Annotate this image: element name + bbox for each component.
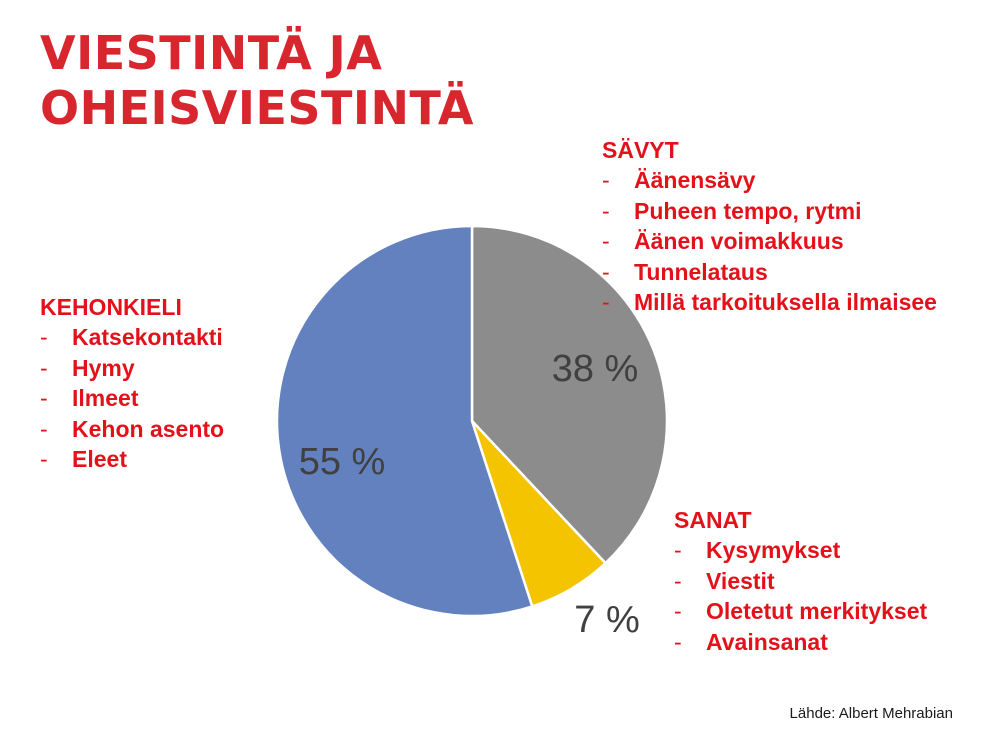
dash-bullet: - bbox=[40, 446, 48, 473]
list-item: - Eleet bbox=[40, 444, 224, 474]
sanat-list: - Kysymykset - Viestit - Oletetut merkityks… bbox=[674, 535, 927, 657]
pie-value-label: 55 % bbox=[299, 441, 386, 483]
list-item-label: Millä tarkoituksella ilmaisee bbox=[634, 289, 937, 316]
dash-bullet: - bbox=[40, 415, 48, 442]
dash-bullet: - bbox=[674, 598, 682, 625]
sanat-group: SANAT - Kysymykset - Viestit - Oletetut mer… bbox=[674, 505, 927, 657]
list-item-label: Hymy bbox=[72, 354, 135, 381]
list-item: - Viestit bbox=[674, 566, 927, 596]
dash-bullet: - bbox=[602, 228, 610, 255]
list-item: - Kysymykset bbox=[674, 535, 927, 565]
list-item: - Ilmeet bbox=[40, 383, 224, 413]
list-item-label: Puheen tempo, rytmi bbox=[634, 197, 862, 224]
dash-bullet: - bbox=[602, 289, 610, 316]
pie-slice-1 bbox=[470, 224, 669, 565]
pie-value-label: 38 % bbox=[552, 348, 639, 390]
list-item-label: Tunnelataus bbox=[634, 258, 768, 285]
dash-bullet: - bbox=[602, 197, 610, 224]
kehonkieli-group: KEHONKIELI - Katsekontakti - Hymy - Ilmeet … bbox=[40, 292, 224, 474]
list-item-label: Äänen voimakkuus bbox=[634, 228, 844, 255]
kehonkieli-list: - Katsekontakti - Hymy - Ilmeet - Kehon asen… bbox=[40, 322, 224, 474]
list-item: - Oletetut merkitykset bbox=[674, 596, 927, 626]
list-item-label: Kehon asento bbox=[72, 415, 225, 442]
savyt-list: - Äänensävy - Puheen tempo, rytmi - Äänen v… bbox=[602, 165, 937, 317]
list-item-label: Kysymykset bbox=[706, 537, 841, 564]
savyt-heading: SÄVYT bbox=[602, 137, 679, 163]
pie-slice-3 bbox=[275, 224, 534, 618]
list-item-label: Oletetut merkitykset bbox=[706, 598, 928, 625]
list-item: - Hymy bbox=[40, 353, 224, 383]
list-item-label: Viestit bbox=[706, 567, 775, 594]
list-item-label: Eleet bbox=[72, 446, 127, 473]
dash-bullet: - bbox=[602, 258, 610, 285]
slide-title-line-1: VIESTINTÄ JA bbox=[40, 26, 383, 80]
savyt-group: SÄVYT - Äänensävy - Puheen tempo, rytmi -Ä… bbox=[602, 135, 937, 317]
dash-bullet: - bbox=[40, 354, 48, 381]
slide-title-line-2: OHEISVIESTINTÄ bbox=[40, 81, 474, 135]
list-item-label: Äänensävy bbox=[634, 167, 756, 194]
list-item: - Tunnelataus bbox=[602, 257, 937, 287]
source-credit: Lähde: Albert Mehrabian bbox=[789, 705, 953, 722]
sanat-heading: SANAT bbox=[674, 507, 752, 533]
pie-slices bbox=[275, 224, 669, 618]
list-item: - Puheen tempo, rytmi bbox=[602, 196, 937, 226]
list-item: - Äänensävy bbox=[602, 165, 937, 195]
list-item-label: Katsekontakti bbox=[72, 324, 223, 351]
kehonkieli-heading: KEHONKIELI bbox=[40, 294, 182, 320]
list-item: - Avainsanat bbox=[674, 627, 927, 657]
dash-bullet: - bbox=[40, 385, 48, 412]
dash-bullet: - bbox=[674, 628, 682, 655]
pie-value-label: 7 % bbox=[574, 599, 639, 641]
list-item: - Kehon asento bbox=[40, 414, 224, 444]
dash-bullet: - bbox=[674, 567, 682, 594]
dash-bullet: - bbox=[674, 537, 682, 564]
list-item-label: Avainsanat bbox=[706, 628, 828, 655]
pie-value-labels: 38 % 7 % 55 % bbox=[299, 348, 640, 641]
list-item: - Millä tarkoituksella ilmaisee bbox=[602, 287, 937, 317]
dash-bullet: - bbox=[602, 167, 610, 194]
list-item: - Äänen voimakkuus bbox=[602, 226, 937, 256]
list-item-label: Ilmeet bbox=[72, 385, 139, 412]
list-item: - Katsekontakti bbox=[40, 322, 224, 352]
slide-title: VIESTINTÄ JA OHEISVIESTINTÄ bbox=[40, 26, 474, 136]
dash-bullet: - bbox=[40, 324, 48, 351]
